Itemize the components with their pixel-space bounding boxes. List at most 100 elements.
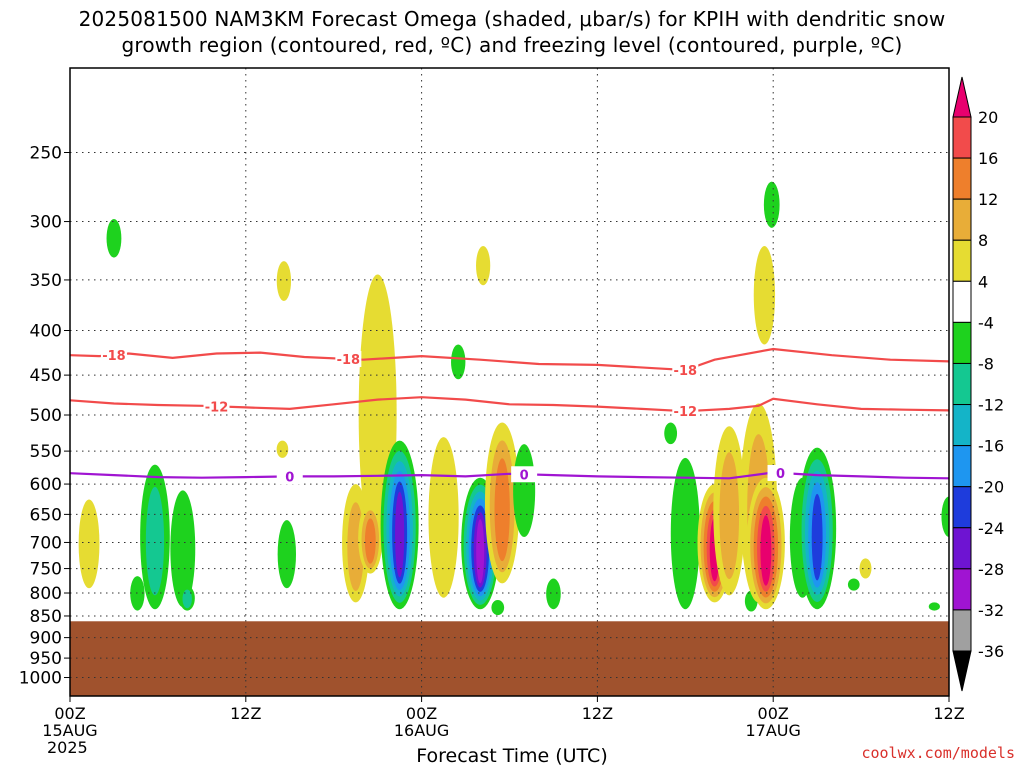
y-axis: 2503003504004505005506006507007508008509…	[19, 144, 70, 689]
y-tick-label: 950	[30, 649, 62, 669]
omega-cell-29	[763, 181, 780, 228]
y-tick-label: 250	[30, 144, 62, 164]
omega-cell-20	[546, 578, 561, 610]
omega-cell-33	[859, 558, 872, 579]
y-tick-label: 600	[30, 475, 62, 495]
omega-cell-level	[170, 490, 196, 607]
omega-cell-32	[847, 578, 860, 591]
title-line-1: 2025081500 NAM3KM Forecast Omega (shaded…	[78, 7, 946, 31]
y-tick-label: 800	[30, 584, 62, 604]
contour-label-bg	[511, 466, 538, 483]
colorbar-tick-label: -16	[978, 437, 1004, 456]
omega-cell-34	[928, 602, 940, 611]
y-tick-label: 500	[30, 406, 62, 426]
source-credit: coolwx.com/models	[861, 744, 1015, 762]
contour-0	[70, 471, 949, 480]
y-tick-label: 300	[30, 213, 62, 233]
y-tick-label: 1000	[19, 669, 62, 689]
omega-cell-14	[451, 344, 466, 380]
colorbar-tick-label: -8	[978, 354, 994, 373]
omega-cell-level	[719, 452, 740, 580]
omega-cell-level	[859, 558, 872, 579]
contour-label: -12	[205, 400, 229, 415]
omega-cell-11	[358, 502, 383, 574]
x-tick-label: 00Z	[406, 704, 437, 723]
chart-title: 2025081500 NAM3KM Forecast Omega (shaded…	[0, 6, 1024, 58]
terrain-fill	[70, 621, 949, 696]
x-tick-label: 00Z	[758, 704, 789, 723]
omega-cell-level	[847, 578, 860, 591]
omega-cell-level	[476, 519, 485, 584]
contour-label: -12	[674, 405, 698, 420]
y-tick-label: 650	[30, 505, 62, 525]
colorbar-band	[952, 362, 972, 406]
contour--18	[70, 347, 949, 372]
colorbar-tick-label: 8	[978, 231, 988, 250]
omega-cell-27	[746, 477, 785, 610]
colorbar-tick-label: -24	[978, 519, 1004, 538]
omega-cell-6	[276, 261, 292, 301]
colorbar-band	[952, 568, 972, 611]
contour-lines: -18 -18 -18 -12 -12 0 0 0	[70, 346, 949, 485]
contour-label: 0	[520, 468, 529, 483]
omega-cell-level	[928, 602, 940, 611]
omega-cell-level	[276, 440, 289, 458]
omega-cell-level	[276, 261, 292, 301]
omega-cell-level	[277, 520, 297, 589]
omega-cell-4	[170, 490, 196, 607]
omega-cell-level	[941, 496, 949, 537]
omega-cell-level	[145, 486, 165, 596]
x-tick-label: 12Z	[230, 704, 261, 723]
title-line-2: growth region (contoured, red, ºC) and f…	[121, 33, 903, 57]
omega-cell-7	[276, 440, 289, 458]
colorbar-band	[952, 527, 972, 570]
x-tick-label: 12Z	[933, 704, 964, 723]
contour-label-bg	[672, 403, 699, 420]
x-tick-date: 15AUG	[42, 721, 97, 740]
colorbar-bottom-arrow	[952, 650, 972, 692]
contour-label-bg	[767, 464, 794, 481]
colorbar-band	[952, 321, 972, 364]
omega-cell-16	[461, 477, 500, 610]
omega-cell-15	[476, 245, 491, 286]
x-tick-date: 17AUG	[745, 721, 800, 740]
y-tick-label: 850	[30, 607, 62, 627]
contour-label-bg	[672, 362, 699, 379]
colorbar-band	[952, 280, 972, 323]
omega-cell-35	[941, 496, 949, 537]
colorbar: 20 16 12 8 4 -4 -8 -12 -16 -20 -24 -28 -32 -36	[952, 76, 1004, 692]
colorbar-tick-label: 12	[978, 190, 998, 209]
colorbar-tick-label: -4	[978, 313, 994, 332]
omega-cell-level	[494, 458, 510, 562]
colorbar-tick-label: 20	[978, 108, 998, 127]
omega-cell-level	[664, 422, 678, 445]
omega-cell-13	[428, 437, 459, 598]
colorbar-tick-label: -20	[978, 478, 1004, 497]
grid-lines	[70, 68, 949, 696]
omega-cell-level	[106, 219, 122, 258]
omega-cell-5	[179, 585, 195, 611]
contour-label: -18	[337, 353, 361, 368]
colorbar-band	[952, 116, 972, 159]
omega-cell-level	[364, 518, 376, 564]
omega-cell-level	[753, 245, 776, 345]
omega-cell-level	[763, 181, 780, 228]
omega-cell-31	[798, 447, 837, 610]
omega-cell-19	[513, 444, 536, 537]
contour-label: -18	[102, 349, 126, 364]
contour-label: 0	[285, 470, 294, 485]
y-tick-label: 700	[30, 533, 62, 553]
omega-cell-level	[670, 457, 700, 610]
colorbar-tick-label: -36	[978, 642, 1004, 661]
y-tick-label: 400	[30, 322, 62, 342]
omega-cell-21	[664, 422, 678, 445]
x-tick-date: 16AUG	[394, 721, 449, 740]
colorbar-top-arrow	[952, 76, 972, 118]
omega-cell-28	[753, 245, 776, 345]
colorbar-band	[952, 239, 972, 282]
y-tick-label: 450	[30, 366, 62, 386]
omega-cell-1	[106, 219, 122, 258]
y-tick-label: 750	[30, 560, 62, 580]
omega-cell-level	[428, 437, 459, 598]
